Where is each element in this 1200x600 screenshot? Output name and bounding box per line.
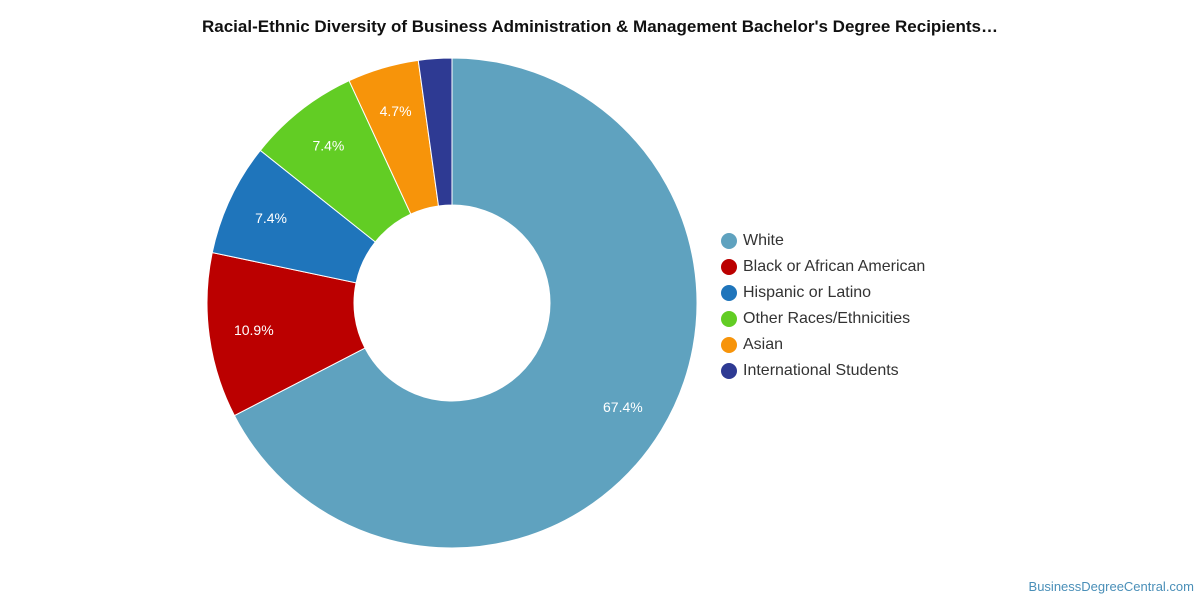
legend-item-black-or-african-american[interactable]: Black or African American (721, 254, 925, 280)
pie-slice-international-students[interactable] (417, 57, 453, 207)
legend-label: Hispanic or Latino (743, 284, 872, 301)
slice-data-label: 67.4% (603, 399, 643, 415)
legend-item-other-races-ethnicities[interactable]: Other Races/Ethnicities (721, 306, 925, 332)
watermark[interactable]: BusinessDegreeCentral.com (1028, 579, 1194, 594)
slice-data-label: 4.7% (380, 103, 412, 119)
legend-item-hispanic-or-latino[interactable]: Hispanic or Latino (721, 280, 925, 306)
slice-data-label: 10.9% (234, 322, 274, 338)
legend-marker-icon (721, 363, 737, 379)
slice-data-label: 7.4% (312, 138, 344, 154)
legend-label: White (743, 232, 784, 249)
legend-label: Other Races/Ethnicities (743, 310, 911, 327)
legend-label: Black or African American (743, 258, 926, 275)
legend-marker-icon (721, 337, 737, 353)
legend-marker-icon (721, 311, 737, 327)
slice-data-label: 7.4% (255, 210, 287, 226)
legend-label: Asian (743, 336, 784, 353)
legend-item-white[interactable]: White (721, 228, 925, 254)
pie-slice-white[interactable] (233, 57, 698, 549)
legend-item-international-students[interactable]: International Students (721, 358, 925, 384)
chart-title: Racial-Ethnic Diversity of Business Admi… (201, 17, 998, 36)
legend-marker-icon (721, 233, 737, 249)
chart-legend: White Black or African American Hispanic o… (721, 228, 925, 384)
legend-marker-icon (721, 259, 737, 275)
legend-label: International Students (743, 362, 899, 379)
legend-item-asian[interactable]: Asian (721, 332, 925, 358)
legend-marker-icon (721, 285, 737, 301)
